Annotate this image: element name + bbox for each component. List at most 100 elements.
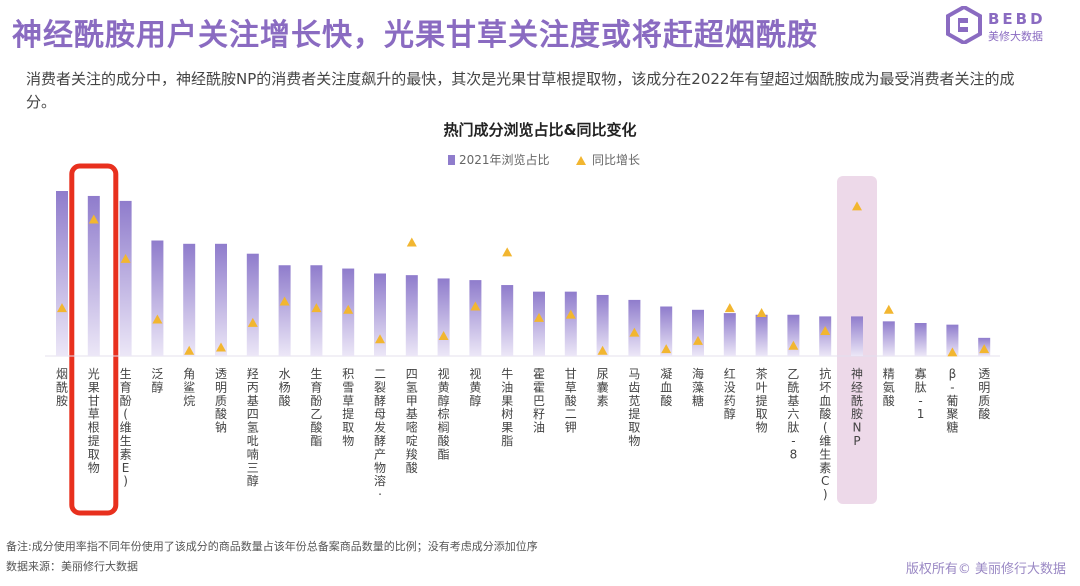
bar-7	[246, 253, 259, 356]
bar-21	[692, 309, 704, 356]
category-label-28: 寡肽-1	[915, 366, 927, 421]
bar-16	[533, 291, 545, 356]
category-label-21: 海藻糖	[692, 366, 704, 408]
footer-note: 备注:成分使用率指不同年份使用了该成分的商品数量占该年份总备案商品数量的比例；没…	[6, 540, 538, 553]
brand-logo: BEBD 美修大数据	[946, 6, 1066, 46]
growth-marker-17	[565, 309, 576, 319]
growth-marker-9	[311, 303, 322, 313]
legend-marker-label: 同比增长	[592, 153, 640, 167]
bar-22	[723, 313, 736, 356]
bar-27	[882, 321, 895, 356]
category-label-5: 角鲨烷	[183, 367, 195, 408]
bar-12	[405, 275, 418, 356]
bar-18	[596, 294, 609, 356]
bar-6	[215, 243, 227, 356]
bar-20	[660, 306, 673, 356]
page-headline: 神经酰胺用户关注增长快，光果甘草关注度或将赶超烟酰胺	[12, 18, 818, 53]
category-label-14: 视黄醇	[469, 366, 481, 408]
growth-marker-22	[724, 303, 735, 313]
bar-1	[56, 191, 68, 356]
category-label-13: 视黄醇棕榈酸酯	[438, 366, 450, 461]
growth-marker-23	[756, 308, 767, 317]
bar-14	[469, 280, 482, 356]
category-label-11: 二裂酵母发酵产物溶·	[374, 367, 386, 502]
hexagon-logo-icon	[946, 6, 982, 44]
category-label-25: 抗坏血酸(维生素 C)	[819, 366, 831, 502]
growth-marker-4	[152, 314, 163, 324]
bar-24	[787, 314, 800, 356]
category-label-1: 烟酰胺	[56, 367, 68, 408]
legend-bar-label: 2021年浏览占比	[459, 152, 550, 167]
category-label-18: 尿囊素	[597, 367, 609, 408]
growth-marker-14	[470, 301, 481, 311]
bar-8	[278, 265, 291, 356]
category-label-15: 牛油果树果脂	[501, 366, 513, 448]
category-label-22: 红没药醇	[724, 366, 736, 421]
growth-marker-7	[247, 317, 258, 327]
growth-marker-10	[343, 304, 354, 314]
logo-sub-text: 美修大数据	[988, 30, 1043, 43]
category-label-17: 甘草酸二钾	[565, 367, 577, 435]
growth-marker-30	[979, 344, 990, 354]
bar-4	[151, 240, 164, 356]
highlight-box-red	[69, 163, 119, 516]
growth-marker-26	[852, 201, 862, 211]
logo-brand-text: BEBD	[988, 10, 1046, 28]
growth-marker-12	[406, 237, 417, 247]
growth-marker-2	[88, 214, 99, 224]
chart-title: 热门成分浏览占比&同比变化	[443, 121, 636, 139]
description-text: 消费者关注的成分中，神经酰胺NP的消费者关注度飙升的最快，其次是光果甘草根提取物…	[26, 70, 1015, 111]
category-label-26: 神经酰胺 N P	[851, 367, 863, 448]
category-label-29: β -葡聚糖	[946, 367, 958, 435]
growth-marker-1	[57, 303, 67, 313]
bar-28	[914, 323, 927, 356]
growth-marker-16	[534, 312, 544, 322]
bar-26	[851, 316, 863, 356]
growth-marker-5	[184, 345, 195, 355]
growth-marker-29	[947, 347, 958, 357]
growth-marker-6	[216, 342, 226, 352]
growth-marker-24	[788, 340, 799, 350]
bar-23	[755, 314, 768, 356]
bar-5	[183, 243, 196, 356]
bar-17	[564, 291, 577, 356]
category-label-7: 羟丙基四氢吡喃三醇	[247, 366, 259, 488]
category-label-10: 积雪草提取物	[342, 367, 354, 448]
growth-marker-8	[279, 296, 290, 306]
bar-3	[119, 200, 132, 356]
bar-25	[819, 316, 832, 356]
growth-marker-3	[120, 253, 131, 263]
category-label-30: 透明质酸	[978, 367, 990, 421]
category-label-2: 光果甘草根提取物	[88, 367, 100, 475]
category-label-9: 生育酚乙酸酯	[310, 367, 322, 448]
growth-marker-25	[820, 326, 831, 336]
category-label-4: 泛醇	[151, 367, 163, 394]
growth-marker-15	[502, 247, 513, 257]
footer-source: 数据来源：美丽修行大数据	[6, 560, 138, 573]
bar-11	[374, 273, 386, 356]
legend-marker-swatch	[576, 156, 586, 165]
growth-marker-27	[883, 304, 894, 314]
category-label-8: 水杨酸	[279, 367, 291, 408]
bar-15	[501, 285, 514, 356]
category-label-27: 精氨酸	[883, 367, 895, 408]
growth-marker-20	[661, 344, 672, 354]
growth-marker-18	[597, 345, 608, 355]
footer-copyright: 版权所有© 美丽修行大数据	[905, 562, 1066, 577]
category-label-19: 马齿苋提取物	[628, 367, 640, 448]
legend-bar-swatch	[448, 155, 455, 165]
growth-marker-19	[629, 327, 640, 337]
growth-marker-21	[693, 335, 703, 345]
bar-2	[87, 195, 100, 356]
category-label-3: 生育酚(维生素 E)	[120, 367, 132, 488]
bar-29	[946, 324, 959, 356]
category-label-6: 透明质酸钠	[215, 367, 227, 435]
category-label-20: 凝血酸	[660, 366, 672, 408]
growth-marker-11	[375, 334, 385, 344]
growth-marker-13	[438, 330, 449, 340]
category-label-16: 霍霍巴籽油	[533, 367, 545, 435]
category-label-12: 四氢甲基嘧啶羧酸	[406, 367, 418, 475]
bar-13	[437, 278, 450, 356]
category-label-24: 乙酰基六肽-8	[787, 367, 799, 461]
